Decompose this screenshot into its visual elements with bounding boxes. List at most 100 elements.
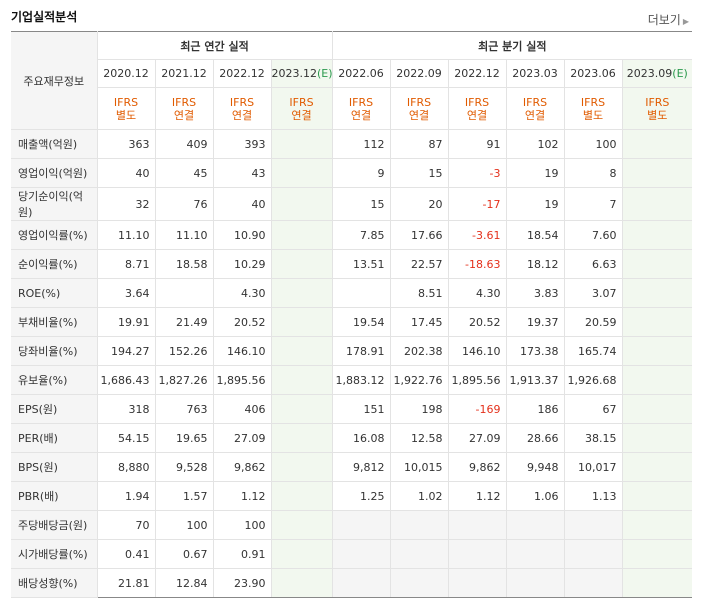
table-cell xyxy=(621,187,693,221)
table-cell: 763 xyxy=(154,394,214,424)
table-cell: 151 xyxy=(331,394,391,424)
period-label: 2023.09 xyxy=(626,67,673,80)
row-label: 시가배당률(%) xyxy=(11,539,98,569)
table-cell: 1.94 xyxy=(96,481,156,511)
table-cell: 23.90 xyxy=(212,568,272,598)
table-cell xyxy=(621,510,693,540)
table-cell xyxy=(154,278,214,308)
table-cell xyxy=(270,452,333,482)
table-cell: 20.59 xyxy=(563,307,623,337)
ifrs-standard: IFRS xyxy=(171,95,197,109)
table-cell xyxy=(389,510,449,540)
table-cell: 45 xyxy=(154,158,214,188)
table-cell: 22.57 xyxy=(389,249,449,279)
table-cell: 8.71 xyxy=(96,249,156,279)
table-row: 순이익률(%) 8.71 18.58 10.29 13.51 22.57 -18.63 18.… xyxy=(11,249,693,279)
row-label: EPS(원) xyxy=(11,394,98,424)
table-row: 당좌비율(%) 194.27 152.26 146.10 178.91 202.38 146… xyxy=(11,336,693,366)
table-cell: 152.26 xyxy=(154,336,214,366)
table-cell xyxy=(270,394,333,424)
table-cell: 363 xyxy=(96,129,156,159)
table-cell xyxy=(270,220,333,250)
ifrs-standard: IFRS xyxy=(406,95,432,109)
more-link[interactable]: 더보기 ▶ xyxy=(648,11,689,28)
table-cell: 19.37 xyxy=(505,307,565,337)
row-label: 당기순이익(억원) xyxy=(11,187,98,221)
table-cell: 8.51 xyxy=(389,278,449,308)
table-cell xyxy=(270,423,333,453)
table-cell: 9,528 xyxy=(154,452,214,482)
table-cell: 409 xyxy=(154,129,214,159)
table-cell: 12.58 xyxy=(389,423,449,453)
row-label: 순이익률(%) xyxy=(11,249,98,279)
table-cell: 40 xyxy=(96,158,156,188)
table-cell xyxy=(389,539,449,569)
table-row: 당기순이익(억원) 32 76 40 15 20 -17 19 7 xyxy=(11,187,693,221)
ifrs-standard: IFRS xyxy=(113,95,139,109)
period-header: 2023.03 xyxy=(505,59,565,88)
table-row: EPS(원) 318 763 406 151 198 -169 186 67 xyxy=(11,394,693,424)
table-cell: 9 xyxy=(331,158,391,188)
table-cell: 1,883.12 xyxy=(331,365,391,395)
table-cell xyxy=(270,278,333,308)
chevron-right-icon: ▶ xyxy=(682,17,689,26)
ifrs-header: IFRS 별도 xyxy=(563,87,623,130)
table-cell xyxy=(447,568,507,598)
period-header-row: 2020.12 2021.12 2022.12 2023.12(E) 2022.06 20… xyxy=(11,59,693,88)
ifrs-header: IFRS 연결 xyxy=(331,87,391,130)
table-cell xyxy=(270,568,333,598)
table-cell: 406 xyxy=(212,394,272,424)
table-cell xyxy=(447,510,507,540)
corner-label: 주요재무정보 xyxy=(11,31,98,130)
ifrs-standard: IFRS xyxy=(229,95,255,109)
period-header: 2022.06 xyxy=(331,59,391,88)
table-cell: 100 xyxy=(212,510,272,540)
table-cell: 11.10 xyxy=(154,220,214,250)
table-row: 배당성향(%) 21.81 12.84 23.90 xyxy=(11,568,693,598)
ifrs-header: IFRS 연결 xyxy=(447,87,507,130)
period-label: 2022.06 xyxy=(338,67,384,80)
annual-header: 최근 연간 실적 xyxy=(96,31,333,60)
ifrs-header: IFRS 연결 xyxy=(270,87,333,130)
table-cell: 1,913.37 xyxy=(505,365,565,395)
table-cell: 18.54 xyxy=(505,220,565,250)
table-cell: 173.38 xyxy=(505,336,565,366)
table-cell xyxy=(621,278,693,308)
table-cell: 28.66 xyxy=(505,423,565,453)
table-cell: 9,862 xyxy=(212,452,272,482)
row-label: BPS(원) xyxy=(11,452,98,482)
table-cell: 20 xyxy=(389,187,449,221)
table-cell xyxy=(621,423,693,453)
period-header: 2020.12 xyxy=(97,59,156,88)
table-cell: 18.12 xyxy=(505,249,565,279)
table-cell: 76 xyxy=(154,187,214,221)
table-cell xyxy=(621,220,693,250)
table-cell: 91 xyxy=(447,129,507,159)
table-cell: 3.83 xyxy=(505,278,565,308)
row-label: 영업이익률(%) xyxy=(11,220,98,250)
table-cell xyxy=(331,510,391,540)
table-cell: 1.25 xyxy=(331,481,391,511)
table-cell: 1.12 xyxy=(212,481,272,511)
table-cell: 1.57 xyxy=(154,481,214,511)
table-cell: 10.29 xyxy=(212,249,272,279)
table-cell: 0.41 xyxy=(96,539,156,569)
ifrs-basis: 연결 xyxy=(466,108,488,122)
table-cell: 16.08 xyxy=(331,423,391,453)
table-row: 영업이익률(%) 11.10 11.10 10.90 7.85 17.66 -3.61 18.… xyxy=(11,220,693,250)
period-label: 2022.12 xyxy=(219,67,265,80)
table-cell xyxy=(270,539,333,569)
ifrs-standard: IFRS xyxy=(522,95,548,109)
table-cell: 7 xyxy=(563,187,623,221)
table-cell xyxy=(621,307,693,337)
table-cell: 7.60 xyxy=(563,220,623,250)
table-cell: 10.90 xyxy=(212,220,272,250)
table-cell: -17 xyxy=(447,187,507,221)
table-cell xyxy=(505,510,565,540)
table-cell xyxy=(331,539,391,569)
table-cell: 9,812 xyxy=(331,452,391,482)
table-cell: 165.74 xyxy=(563,336,623,366)
table-cell xyxy=(270,129,333,159)
table-cell: 20.52 xyxy=(212,307,272,337)
table-cell: 21.49 xyxy=(154,307,214,337)
